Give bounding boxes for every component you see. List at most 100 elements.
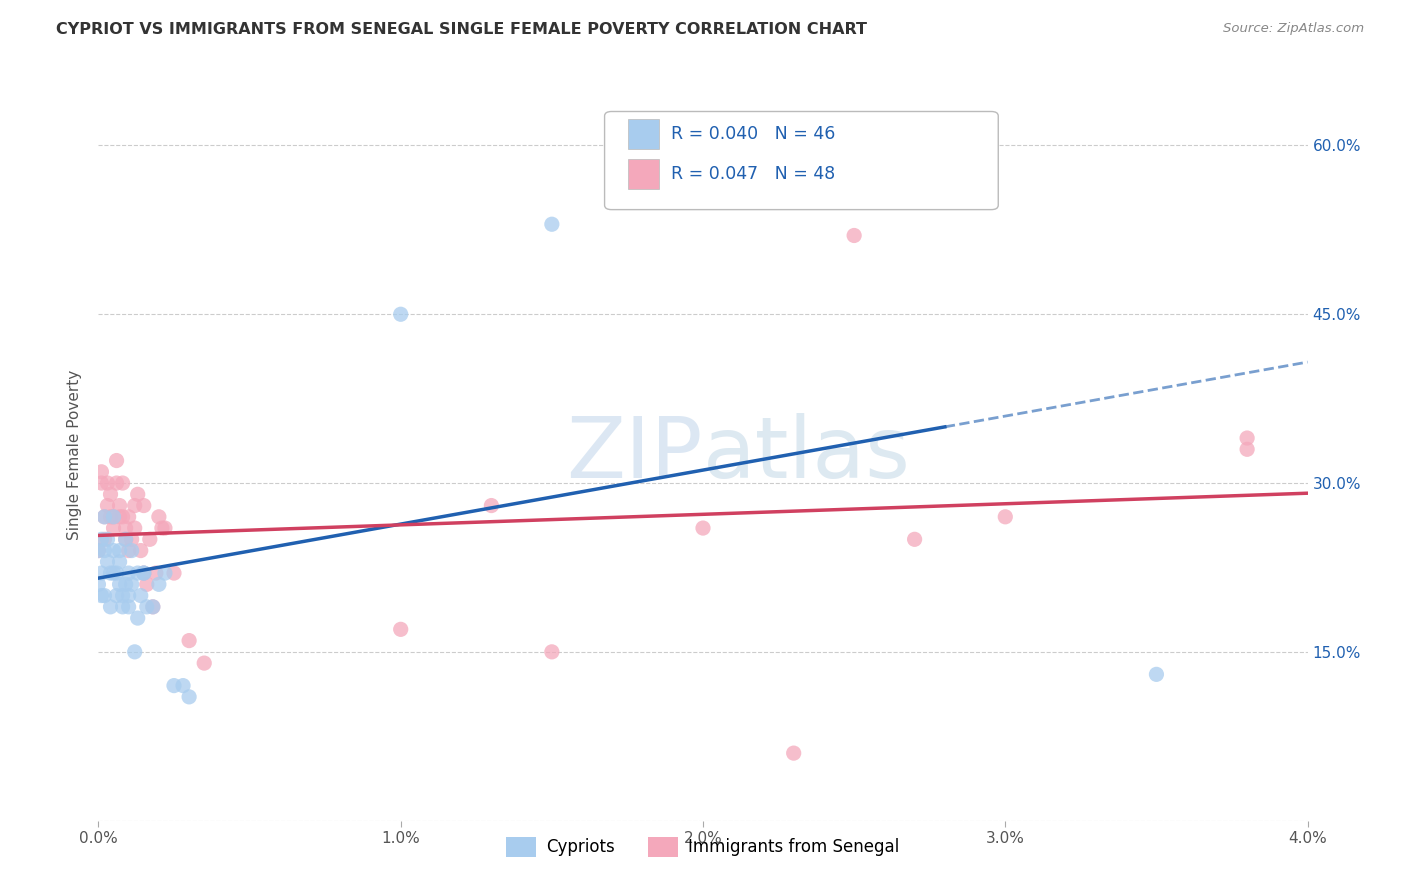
Point bbox=[132, 566, 155, 580]
Point bbox=[153, 566, 176, 580]
Point bbox=[108, 577, 131, 591]
Point bbox=[108, 555, 131, 569]
Point bbox=[90, 476, 112, 491]
Point bbox=[90, 533, 112, 547]
Point bbox=[114, 577, 136, 591]
Point bbox=[132, 566, 155, 580]
Point bbox=[481, 499, 503, 513]
Point bbox=[96, 476, 118, 491]
Y-axis label: Single Female Poverty: Single Female Poverty bbox=[67, 370, 83, 540]
Point bbox=[121, 577, 143, 591]
Point bbox=[100, 509, 122, 524]
Point bbox=[118, 543, 141, 558]
Point bbox=[103, 543, 125, 558]
Point bbox=[129, 589, 152, 603]
Point bbox=[111, 599, 134, 614]
Point bbox=[124, 645, 146, 659]
Point bbox=[540, 217, 562, 231]
Point bbox=[93, 589, 115, 603]
Point bbox=[389, 307, 412, 321]
Point bbox=[103, 566, 125, 580]
Point bbox=[118, 509, 141, 524]
Point bbox=[90, 566, 112, 580]
Point bbox=[103, 509, 125, 524]
Point bbox=[96, 555, 118, 569]
Point bbox=[118, 566, 141, 580]
Point bbox=[631, 184, 654, 198]
Point bbox=[103, 509, 125, 524]
Text: Source: ZipAtlas.com: Source: ZipAtlas.com bbox=[1223, 22, 1364, 36]
Point bbox=[90, 465, 112, 479]
Point bbox=[127, 566, 149, 580]
Text: CYPRIOT VS IMMIGRANTS FROM SENEGAL SINGLE FEMALE POVERTY CORRELATION CHART: CYPRIOT VS IMMIGRANTS FROM SENEGAL SINGL… bbox=[56, 22, 868, 37]
Point bbox=[132, 566, 155, 580]
Point bbox=[844, 228, 866, 243]
Point bbox=[100, 599, 122, 614]
Point bbox=[105, 453, 128, 467]
Point bbox=[129, 543, 152, 558]
Point bbox=[139, 533, 162, 547]
Text: atlas: atlas bbox=[703, 413, 911, 497]
Point bbox=[172, 679, 194, 693]
Point bbox=[93, 509, 115, 524]
Point bbox=[100, 566, 122, 580]
Point bbox=[124, 521, 146, 535]
Point bbox=[90, 589, 112, 603]
Point bbox=[145, 566, 167, 580]
Point bbox=[148, 509, 170, 524]
Point bbox=[118, 599, 141, 614]
Point bbox=[93, 509, 115, 524]
Point bbox=[124, 499, 146, 513]
Point bbox=[540, 645, 562, 659]
Point bbox=[135, 599, 157, 614]
Point bbox=[1236, 442, 1258, 457]
Point bbox=[163, 679, 186, 693]
Point bbox=[105, 566, 128, 580]
Point bbox=[132, 499, 155, 513]
Point bbox=[142, 599, 165, 614]
Point bbox=[1146, 667, 1168, 681]
Legend: Cypriots, Immigrants from Senegal: Cypriots, Immigrants from Senegal bbox=[499, 830, 907, 863]
Point bbox=[114, 521, 136, 535]
Point bbox=[904, 533, 927, 547]
Point bbox=[108, 499, 131, 513]
Point bbox=[111, 509, 134, 524]
Point bbox=[96, 499, 118, 513]
Text: R = 0.040   N = 46: R = 0.040 N = 46 bbox=[671, 125, 835, 143]
Point bbox=[100, 487, 122, 501]
Text: ZIP: ZIP bbox=[567, 413, 703, 497]
Point bbox=[118, 589, 141, 603]
Point bbox=[153, 521, 176, 535]
Point bbox=[994, 509, 1017, 524]
Point bbox=[179, 690, 201, 704]
Point bbox=[121, 533, 143, 547]
Point bbox=[148, 577, 170, 591]
Point bbox=[87, 543, 110, 558]
Point bbox=[87, 577, 110, 591]
Point bbox=[96, 533, 118, 547]
Point bbox=[127, 611, 149, 625]
Point bbox=[121, 543, 143, 558]
Point bbox=[108, 543, 131, 558]
Point bbox=[163, 566, 186, 580]
Point bbox=[105, 589, 128, 603]
Text: R = 0.047   N = 48: R = 0.047 N = 48 bbox=[671, 165, 835, 183]
Point bbox=[108, 509, 131, 524]
Point bbox=[87, 543, 110, 558]
Point bbox=[150, 521, 173, 535]
Point bbox=[93, 543, 115, 558]
Point bbox=[114, 533, 136, 547]
Point bbox=[142, 599, 165, 614]
Point bbox=[93, 533, 115, 547]
Point bbox=[127, 487, 149, 501]
Point bbox=[111, 589, 134, 603]
Point bbox=[103, 521, 125, 535]
Point bbox=[193, 656, 215, 670]
Point bbox=[114, 533, 136, 547]
Point bbox=[135, 577, 157, 591]
Point bbox=[389, 623, 412, 637]
Point bbox=[179, 633, 201, 648]
Point bbox=[111, 476, 134, 491]
Point bbox=[783, 746, 806, 760]
Point bbox=[105, 476, 128, 491]
